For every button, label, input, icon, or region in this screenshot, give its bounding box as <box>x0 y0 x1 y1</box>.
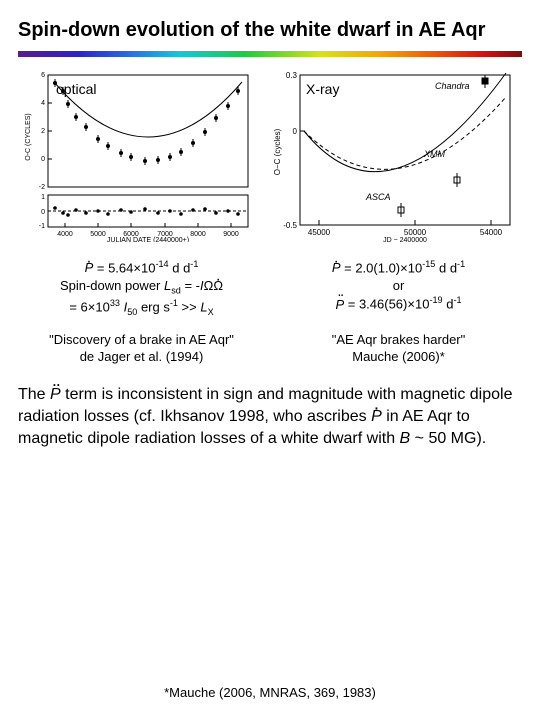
equations-right: P = 2.0(1.0)×10-15 d d-1 or P = 3.46(56)… <box>275 258 522 318</box>
svg-text:0: 0 <box>293 127 298 136</box>
svg-text:0: 0 <box>41 209 45 216</box>
svg-text:-1: -1 <box>39 223 45 230</box>
p-ddot-symbol: P <box>335 296 344 314</box>
svg-text:ASCA: ASCA <box>365 192 391 202</box>
svg-text:4000: 4000 <box>57 231 73 238</box>
svg-text:1: 1 <box>41 194 45 201</box>
p-dot-symbol: P <box>85 259 94 277</box>
body-paragraph: The P term is inconsistent in sign and m… <box>18 384 522 451</box>
references-row: "Discovery of a brake in AE Aqr" de Jage… <box>18 332 522 366</box>
footnote: *Mauche (2006, MNRAS, 369, 1983) <box>0 685 540 700</box>
ref-left: "Discovery of a brake in AE Aqr" de Jage… <box>18 332 265 366</box>
equations-row: P = 5.64×10-14 d d-1 Spin-down power Lsd… <box>18 258 522 318</box>
svg-text:JULIAN DATE (2440000+): JULIAN DATE (2440000+) <box>107 237 189 242</box>
svg-text:50000: 50000 <box>404 228 427 237</box>
svg-text:9000: 9000 <box>223 231 239 238</box>
svg-text:-0.5: -0.5 <box>283 221 297 230</box>
svg-text:XMM: XMM <box>423 149 446 159</box>
xray-label: X-ray <box>306 81 339 97</box>
svg-text:2: 2 <box>41 128 45 135</box>
svg-text:Chandra: Chandra <box>435 81 470 91</box>
p-dot-symbol: P <box>332 259 341 277</box>
xray-chart: X-ray O−C (cycles) 0.3 0 -0.5 45000 5000… <box>268 67 516 242</box>
equations-left: P = 5.64×10-14 d d-1 Spin-down power Lsd… <box>18 258 265 318</box>
page-title: Spin-down evolution of the white dwarf i… <box>18 18 522 43</box>
svg-text:O-C (CYCLES): O-C (CYCLES) <box>25 113 32 160</box>
svg-text:6: 6 <box>41 72 45 79</box>
svg-text:O−C (cycles): O−C (cycles) <box>273 128 282 175</box>
optical-chart: optical O-C (CYCLES) -2 0 2 4 6 <box>18 67 258 242</box>
optical-label: optical <box>56 81 96 97</box>
svg-text:-2: -2 <box>39 184 45 191</box>
spectrum-divider <box>18 51 522 57</box>
svg-text:JD − 2400000: JD − 2400000 <box>383 237 427 242</box>
ref-right: "AE Aqr brakes harder" Mauche (2006)* <box>275 332 522 366</box>
svg-text:0: 0 <box>41 156 45 163</box>
svg-text:5000: 5000 <box>90 231 106 238</box>
svg-text:54000: 54000 <box>480 228 503 237</box>
svg-text:45000: 45000 <box>308 228 331 237</box>
svg-text:0.3: 0.3 <box>286 71 298 80</box>
svg-text:8000: 8000 <box>190 231 206 238</box>
svg-text:4: 4 <box>41 100 45 107</box>
charts-row: optical O-C (CYCLES) -2 0 2 4 6 <box>18 67 522 242</box>
